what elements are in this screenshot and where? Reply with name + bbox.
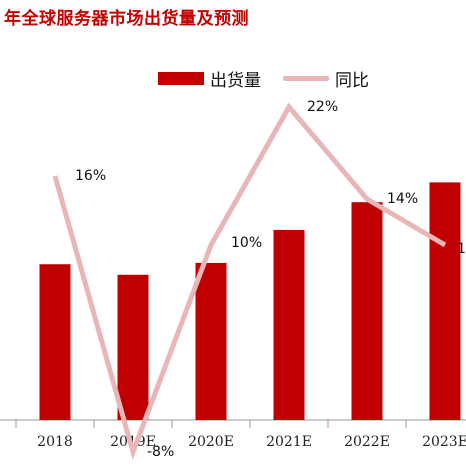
bar-2020E	[195, 262, 227, 420]
bar-2021E	[273, 229, 305, 420]
yoy-data-label: 14%	[387, 191, 418, 207]
bar-2022E	[351, 202, 383, 420]
x-tick-label: 2023E	[422, 434, 466, 450]
yoy-line	[52, 102, 447, 460]
legend-label-yoy: 同比	[335, 71, 369, 91]
yoy-data-label: -8%	[147, 444, 174, 460]
bar-2019E	[117, 274, 149, 420]
legend-label-shipments: 出货量	[210, 71, 261, 91]
x-tick-label: 2019E	[110, 434, 156, 450]
yoy-data-label: 16%	[75, 168, 106, 184]
bar-2023E	[429, 182, 461, 420]
x-tick-label: 2018	[37, 434, 73, 450]
bar-2018	[39, 264, 71, 420]
x-tick-label: 2021E	[266, 434, 312, 450]
legend-item-shipments: 出货量	[158, 66, 261, 91]
legend-swatch-bar	[158, 72, 204, 85]
yoy-data-label: 22%	[307, 99, 338, 115]
x-tick-label: 2022E	[344, 434, 390, 450]
chart-title: 年全球服务器市场出货量及预测	[4, 9, 249, 29]
yoy-data-label: 10%	[231, 235, 262, 251]
legend: 出货量 同比	[158, 66, 391, 91]
legend-item-yoy: 同比	[283, 66, 369, 91]
legend-swatch-line	[283, 76, 329, 81]
yoy-data-label: 1	[457, 241, 466, 257]
x-tick-label: 2020E	[188, 434, 234, 450]
